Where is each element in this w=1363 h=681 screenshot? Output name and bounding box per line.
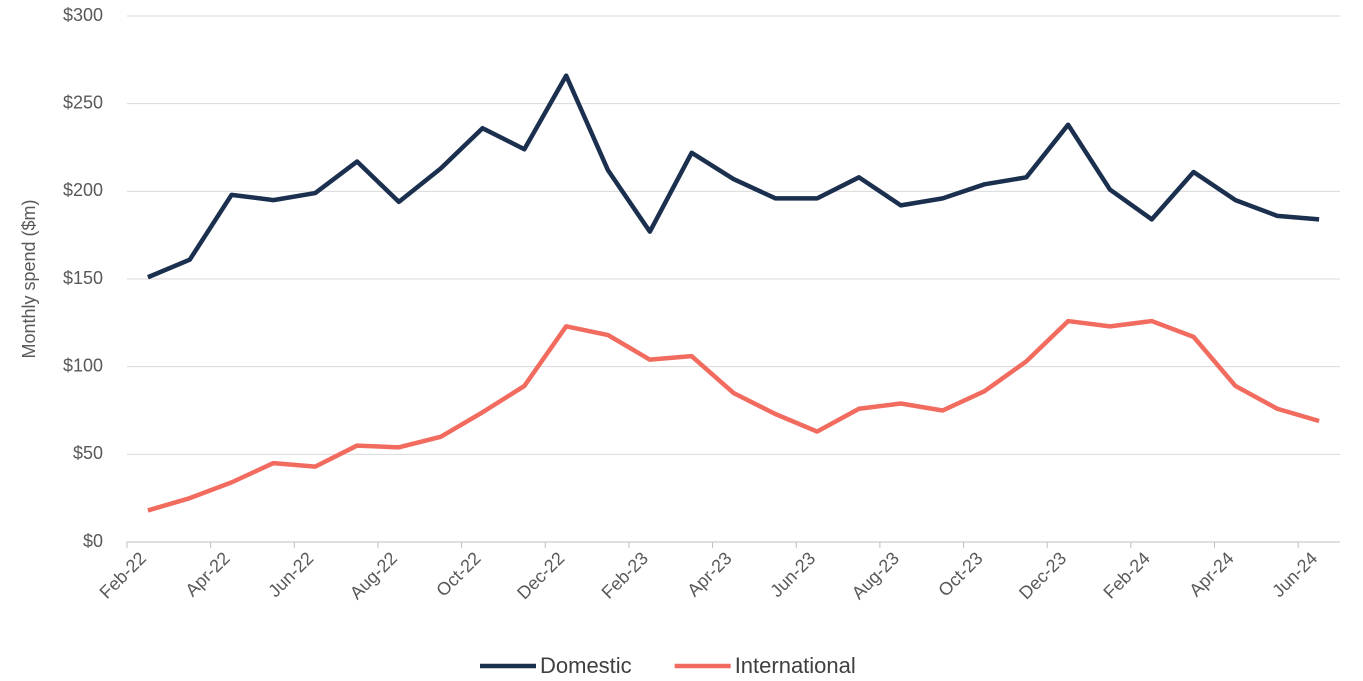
- data-line: [147, 318, 1320, 513]
- y-tick-label: $250: [63, 92, 103, 112]
- x-tick-label: Feb-23: [598, 548, 652, 602]
- y-tick-label: $200: [63, 180, 103, 200]
- x-tick-label: Apr-23: [683, 548, 735, 600]
- x-tick-label: Oct-23: [934, 548, 986, 600]
- y-tick-label: $300: [63, 5, 103, 25]
- x-tick-label: Aug-22: [346, 548, 401, 603]
- y-tick-label: $50: [73, 443, 103, 463]
- x-tick-label: Jun-24: [1268, 548, 1321, 601]
- y-tick-label: $150: [63, 268, 103, 288]
- legend-label: International: [735, 653, 856, 678]
- data-line: [147, 73, 1320, 280]
- x-tick-label: Jun-22: [264, 548, 317, 601]
- y-tick-label: $100: [63, 355, 103, 375]
- x-tick-label: Dec-22: [513, 548, 568, 603]
- x-tick-label: Feb-24: [1099, 548, 1153, 602]
- x-tick-label: Apr-22: [181, 548, 233, 600]
- y-tick-label: $0: [83, 531, 103, 551]
- legend-label: Domestic: [540, 653, 632, 678]
- x-tick-label: Oct-22: [432, 548, 484, 600]
- x-tick-label: Jun-23: [766, 548, 819, 601]
- x-tick-label: Feb-22: [96, 548, 150, 602]
- x-tick-label: Apr-24: [1185, 548, 1237, 600]
- x-tick-label: Dec-23: [1015, 548, 1070, 603]
- x-tick-label: Aug-23: [848, 548, 903, 603]
- y-axis-label: Monthly spend ($m): [19, 199, 39, 358]
